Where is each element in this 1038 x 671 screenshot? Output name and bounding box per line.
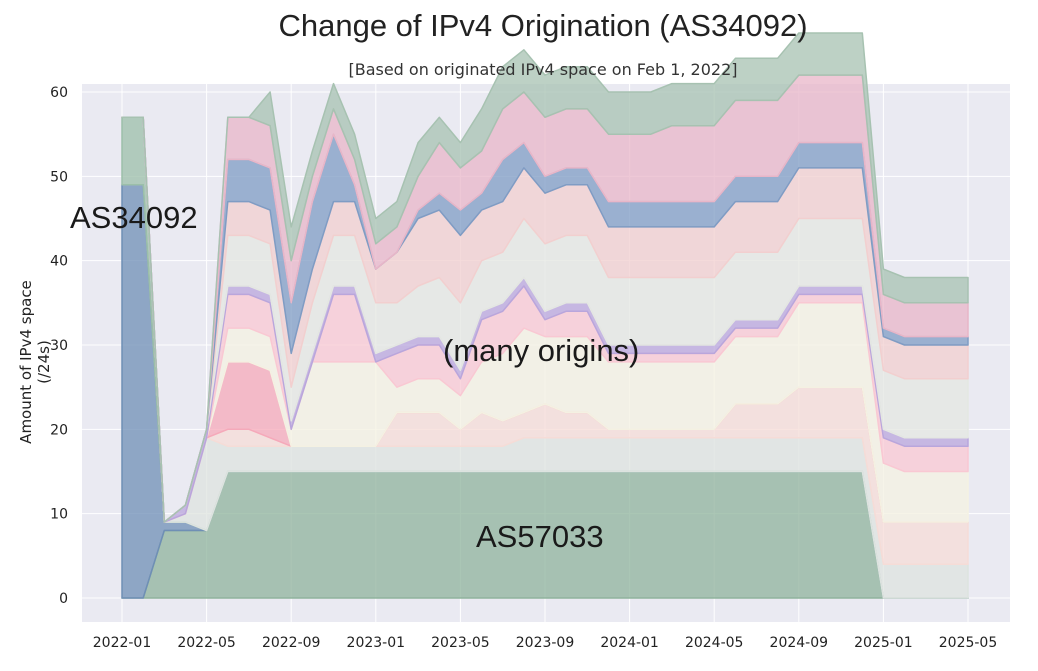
- y-tick-label: 30: [50, 338, 68, 354]
- y-tick-label: 0: [59, 591, 68, 607]
- x-tick-label: 2023-09: [516, 635, 575, 651]
- x-tick-label: 2023-05: [431, 635, 490, 651]
- y-tick-label: 40: [50, 254, 68, 270]
- y-tick-label: 10: [50, 507, 68, 523]
- x-tick-label: 2023-01: [347, 635, 406, 651]
- x-tick-label: 2022-01: [93, 635, 152, 651]
- y-tick-label: 20: [50, 422, 68, 438]
- x-tick-label: 2024-09: [770, 635, 829, 651]
- y-axis-ticks: 0 10 20 30 40 50 60: [50, 85, 68, 607]
- annotation-as34092: AS34092: [70, 200, 198, 235]
- chart-title: Change of IPv4 Origination (AS34092): [278, 8, 808, 43]
- x-tick-label: 2024-05: [685, 635, 744, 651]
- x-tick-label: 2025-05: [939, 635, 998, 651]
- x-tick-label: 2022-09: [262, 635, 321, 651]
- annotation-as57033: AS57033: [476, 519, 604, 554]
- x-tick-label: 2024-01: [600, 635, 659, 651]
- y-axis-label: Amount of IPv4 space (/24s): [17, 280, 53, 444]
- y-tick-label: 60: [50, 85, 68, 101]
- y-tick-label: 50: [50, 169, 68, 185]
- x-tick-label: 2022-05: [177, 635, 236, 651]
- stacked-areas: [121, 32, 969, 599]
- x-axis-ticks: 2022-01 2022-05 2022-09 2023-01 2023-05 2023-…: [93, 635, 998, 651]
- annotation-many-origins: (many origins): [443, 333, 640, 368]
- chart-subtitle: [Based on originated IPv4 space on Feb 1…: [348, 60, 738, 79]
- x-tick-label: 2025-01: [854, 635, 913, 651]
- area-series-13: [121, 32, 969, 523]
